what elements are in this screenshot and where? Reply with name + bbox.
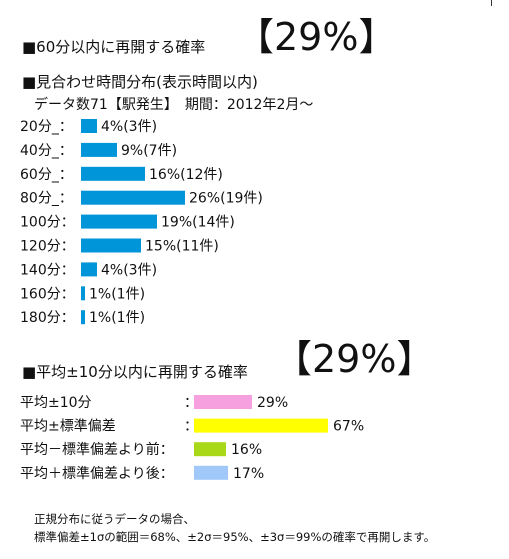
bar (81, 142, 117, 157)
window-edge-mark (491, 0, 492, 6)
category-label: 平均±標準偏差 (20, 419, 116, 435)
section1-label: ■60分以内に再開する確率 (22, 38, 206, 56)
category-label: 140分： (20, 262, 75, 278)
bar-value-label: 29% (257, 395, 288, 411)
category-label: 80分_： (20, 191, 73, 207)
bar-value-label: 9%(7件) (121, 143, 177, 159)
category-label: 40分_： (20, 143, 73, 159)
bar-value-label: 1%(1件) (89, 310, 145, 326)
bar (81, 214, 157, 229)
bar (81, 119, 97, 133)
bar (81, 166, 145, 181)
category-label: 180分： (20, 310, 75, 326)
bar-value-label: 16% (231, 442, 262, 458)
category-label: 平均－標準偏差より前： (20, 441, 174, 458)
bar-value-label: 17% (233, 466, 264, 482)
section3-value: 【29%】 (274, 337, 435, 381)
category-label: 20分_： (20, 119, 73, 135)
section1-value: 【29%】 (236, 15, 397, 59)
bar-value-label: 1%(1件) (89, 286, 145, 302)
section2-meta: データ数71【駅発生】 期間：2012年2月～ (34, 97, 314, 113)
category-label: 60分_： (20, 167, 73, 183)
category-label: 平均±10分 (20, 395, 92, 411)
bar (81, 310, 85, 325)
bar-value-label: 16%(12件) (149, 167, 223, 183)
section2-label: ■見合わせ時間分布(表示時間以内) (22, 73, 258, 91)
bar (81, 286, 85, 301)
bar-value-label: 67% (333, 419, 364, 435)
bar-value-label: 26%(19件) (189, 191, 263, 207)
bar (81, 190, 185, 205)
bar (194, 395, 252, 409)
footnote-line-1: 正規分布に従うデータの場合、 (34, 512, 195, 526)
bar (194, 442, 226, 457)
bar (194, 418, 328, 433)
category-label: 160分： (20, 286, 75, 302)
category-label: 100分： (20, 215, 75, 231)
bar-value-label: 4%(3件) (101, 262, 157, 278)
bar-value-label: 15%(11件) (145, 239, 219, 255)
category-label: 平均＋標準偏差より後： (20, 466, 174, 482)
mean-range-chart: 平均±10分： 29%平均±標準偏差： 67%平均－標準偏差より前： 16%平均＋標準… (20, 395, 364, 482)
distribution-chart: 20分_： 4%(3件) 40分_： 9%(7件) 60分_： 16%(12件) 80分_：… (20, 119, 263, 326)
category-label: 120分： (20, 239, 75, 255)
section3-label: ■平均±10分以内に再開する確率 (22, 363, 248, 381)
footnote-line-2: 標準偏差±1σの範囲＝68%、±2σ＝95%、±3σ＝99%の確率で再開します。 (34, 530, 436, 544)
bar-value-label: 4%(3件) (101, 119, 157, 135)
bar-value-label: 19%(14件) (161, 215, 235, 231)
bar (81, 262, 97, 277)
bar (81, 238, 141, 253)
bar (194, 465, 228, 480)
